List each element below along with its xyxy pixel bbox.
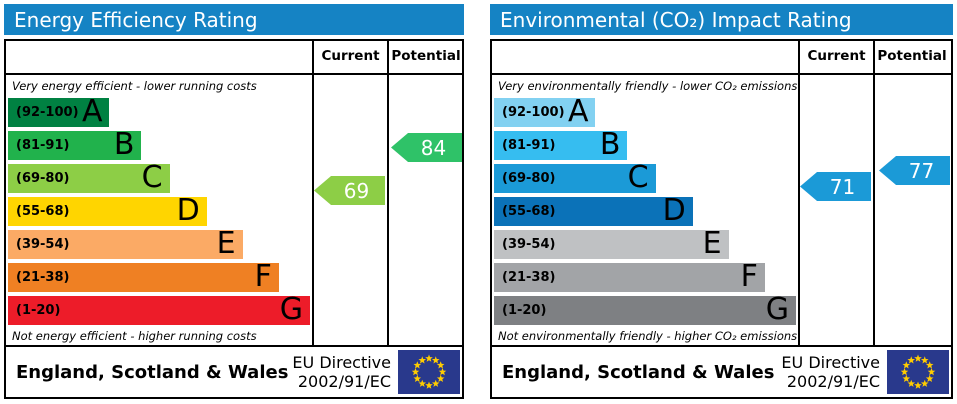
band-letter: B — [599, 127, 621, 162]
column-divider — [873, 41, 875, 347]
band-letter: A — [567, 94, 589, 129]
environmental-title-bar: Environmental (CO₂) Impact Rating — [490, 4, 953, 35]
band-letter: E — [216, 226, 236, 261]
band-letter: B — [113, 127, 135, 162]
band-letter: C — [141, 160, 163, 195]
band-range: (21-38) — [16, 270, 70, 285]
bottom-caption: Not energy efficient - higher running co… — [12, 329, 257, 343]
eu-flag-icon — [887, 350, 949, 394]
band-range: (1-20) — [502, 303, 547, 318]
band-letter: F — [254, 259, 272, 294]
eu-directive-line2: 2002/91/EC — [297, 372, 391, 391]
potential-rating-arrow: 84 — [391, 133, 462, 162]
band-letter: G — [279, 292, 303, 327]
environmental-rating-table: Current Potential Very environmentally f… — [490, 39, 953, 399]
band-d: (55-68) D — [494, 193, 693, 228]
band-range: (39-54) — [16, 237, 70, 252]
column-divider — [387, 41, 389, 347]
eu-flag-icon — [398, 350, 460, 394]
current-rating-value: 71 — [829, 174, 856, 199]
environmental-rating-bands: (92-100) A (81-91) B (69-80) C (55-68) D… — [494, 94, 796, 329]
current-column-header: Current — [807, 48, 866, 64]
band-a: (92-100) A — [8, 94, 110, 129]
band-range: (55-68) — [16, 204, 70, 219]
band-range: (21-38) — [502, 270, 556, 285]
eu-directive-line2: 2002/91/EC — [786, 372, 880, 391]
band-letter: A — [81, 94, 103, 129]
header-row-divider — [492, 73, 951, 75]
band-a: (92-100) A — [494, 94, 596, 129]
potential-column-header: Potential — [391, 48, 461, 64]
current-rating-arrow: 71 — [800, 172, 871, 201]
band-g: (1-20) G — [8, 292, 310, 327]
footer: England, Scotland & Wales EU Directive 2… — [6, 345, 462, 397]
band-letter: G — [765, 292, 789, 327]
band-range: (69-80) — [16, 171, 70, 186]
current-rating-arrow: 69 — [314, 176, 385, 205]
band-range: (1-20) — [16, 303, 61, 318]
potential-rating-arrow: 77 — [879, 156, 950, 185]
column-divider — [312, 41, 314, 347]
band-range: (55-68) — [502, 204, 556, 219]
energy-efficiency-panel: Energy Efficiency Rating Current Potenti… — [4, 4, 464, 399]
band-letter: D — [662, 193, 686, 228]
energy-rating-bands: (92-100) A (81-91) B (69-80) C (55-68) D… — [8, 94, 310, 329]
eu-directive-label: EU Directive 2002/91/EC — [292, 353, 391, 391]
band-range: (81-91) — [502, 138, 556, 153]
column-divider — [798, 41, 800, 347]
environmental-impact-panel: Environmental (CO₂) Impact Rating Curren… — [490, 4, 953, 399]
band-range: (39-54) — [502, 237, 556, 252]
band-range: (92-100) — [16, 105, 79, 120]
header-row-divider — [6, 73, 462, 75]
top-caption: Very energy efficient - lower running co… — [12, 79, 257, 93]
band-e: (39-54) E — [494, 226, 729, 261]
eu-directive-line1: EU Directive — [781, 352, 880, 372]
region-label: England, Scotland & Wales — [502, 361, 775, 383]
footer: England, Scotland & Wales EU Directive 2… — [492, 345, 951, 397]
environmental-panel-title: Environmental (CO₂) Impact Rating — [500, 7, 852, 32]
band-g: (1-20) G — [494, 292, 796, 327]
band-b: (81-91) B — [8, 127, 142, 162]
band-f: (21-38) F — [8, 259, 279, 294]
band-e: (39-54) E — [8, 226, 243, 261]
eu-directive-line1: EU Directive — [292, 352, 391, 372]
band-range: (92-100) — [502, 105, 565, 120]
energy-rating-table: Current Potential Very energy efficient … — [4, 39, 464, 399]
band-range: (81-91) — [16, 138, 70, 153]
energy-title-bar: Energy Efficiency Rating — [4, 4, 464, 35]
band-f: (21-38) F — [494, 259, 765, 294]
potential-rating-value: 77 — [908, 158, 935, 183]
band-b: (81-91) B — [494, 127, 628, 162]
band-letter: E — [702, 226, 722, 261]
band-c: (69-80) C — [8, 160, 170, 195]
bottom-caption: Not environmentally friendly - higher CO… — [498, 329, 798, 343]
band-d: (55-68) D — [8, 193, 207, 228]
band-range: (69-80) — [502, 171, 556, 186]
potential-rating-value: 84 — [420, 135, 447, 160]
region-label: England, Scotland & Wales — [16, 361, 289, 383]
top-caption: Very environmentally friendly - lower CO… — [498, 79, 798, 93]
potential-column-header: Potential — [877, 48, 947, 64]
band-letter: D — [176, 193, 200, 228]
band-letter: C — [627, 160, 649, 195]
energy-panel-title: Energy Efficiency Rating — [14, 7, 258, 32]
band-c: (69-80) C — [494, 160, 656, 195]
band-letter: F — [740, 259, 758, 294]
current-rating-value: 69 — [343, 178, 370, 203]
eu-directive-label: EU Directive 2002/91/EC — [781, 353, 880, 391]
current-column-header: Current — [321, 48, 380, 64]
